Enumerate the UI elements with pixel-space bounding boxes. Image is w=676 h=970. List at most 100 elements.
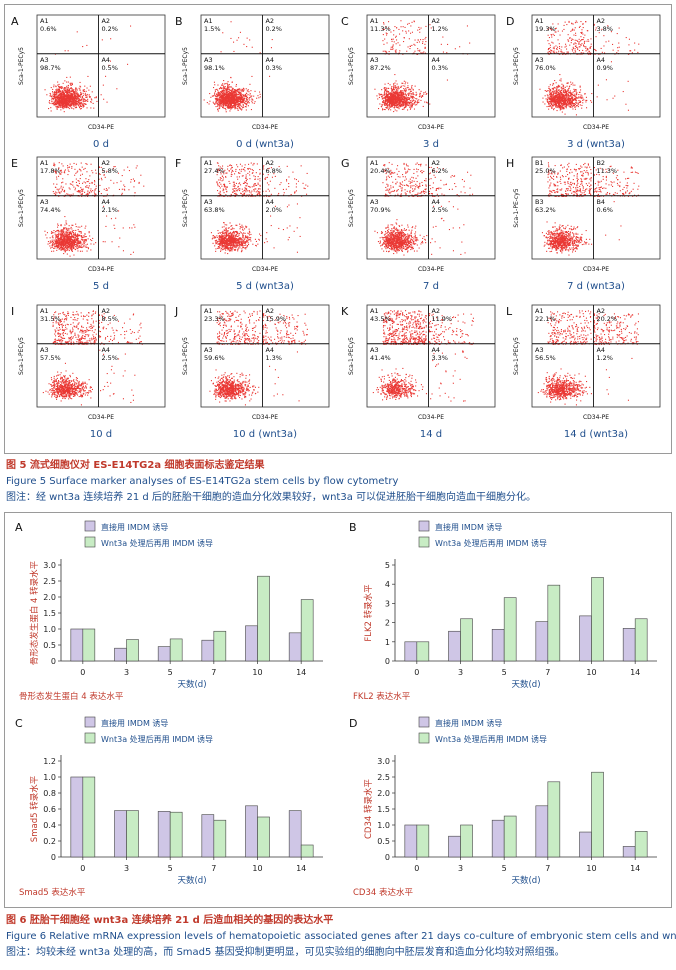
x-axis-label: 天数(d) xyxy=(511,679,540,690)
x-tick-label: 5 xyxy=(502,668,507,677)
quadrant-value-1: 23.3% xyxy=(204,315,225,323)
legend-swatch xyxy=(84,732,96,744)
bar-wnt3a xyxy=(460,618,473,662)
x-axis-label: CD34-PE xyxy=(252,414,278,421)
legend-label: Wnt3a 处理后再用 IMDM 诱导 xyxy=(101,734,213,744)
legend-label: 直接用 IMDM 诱导 xyxy=(435,522,502,532)
quadrant-value-1: 17.8% xyxy=(40,167,61,175)
bar-control xyxy=(535,805,549,858)
quadrant-name-4: A4 xyxy=(596,346,605,354)
quadrant-value-3: 63.8% xyxy=(204,206,225,214)
panel-label: 0 d xyxy=(93,139,109,150)
quadrant-name-4: A4 xyxy=(101,198,110,206)
quadrant-name-4: A4 xyxy=(431,56,440,64)
panel-letter: A xyxy=(11,15,19,28)
quadrant-value-3: 98.7% xyxy=(40,64,61,72)
quadrant-name-1: A1 xyxy=(204,159,213,167)
quadrant-value-4: 0.6% xyxy=(596,206,613,214)
panel-label: 7 d (wnt3a) xyxy=(567,281,625,292)
panel-label: 14 d xyxy=(420,429,442,440)
panel-label: 14 d (wnt3a) xyxy=(564,429,628,440)
x-tick-label: 5 xyxy=(502,864,507,873)
y-axis-label: Sca-1-PECy5 xyxy=(348,337,355,375)
panel-letter: C xyxy=(341,15,349,28)
legend-label: Wnt3a 处理后再用 IMDM 诱导 xyxy=(435,734,547,744)
x-tick-label: 7 xyxy=(545,864,550,873)
y-axis-label: Sca-1-PECy5 xyxy=(182,189,189,227)
bar-wnt3a xyxy=(634,618,648,662)
bar-control xyxy=(535,621,549,662)
bar-wnt3a xyxy=(416,824,430,858)
y-tick-label: 3 xyxy=(385,599,390,608)
quadrant-value-1: 27.4% xyxy=(204,167,225,175)
legend-label: 直接用 IMDM 诱导 xyxy=(101,718,168,728)
y-tick-label: 0.5 xyxy=(43,641,56,650)
quadrant-name-3: A3 xyxy=(40,56,49,64)
quadrant-value-4: 2.5% xyxy=(101,354,118,362)
quadrant-name-4: A4 xyxy=(265,56,274,64)
figure-5-note: 图注：经 wnt3a 连续培养 21 d 后的胚胎干细胞的造血分化效果较好，wn… xyxy=(6,492,536,503)
quadrant-name-2: A2 xyxy=(265,159,274,167)
quadrant-value-3: 87.2% xyxy=(370,64,391,72)
x-tick-label: 3 xyxy=(458,864,463,873)
x-tick-label: 10 xyxy=(586,668,596,677)
quadrant-name-2: A2 xyxy=(265,307,274,315)
quadrant-name-4: A4 xyxy=(265,346,274,354)
quadrant-value-2: 11.9% xyxy=(431,315,452,323)
panel-letter: I xyxy=(11,305,14,318)
panel-letter: K xyxy=(341,305,349,318)
figure-5-caption-en: Figure 5 Surface marker analyses of ES-E… xyxy=(6,476,399,487)
x-tick-label: 5 xyxy=(168,668,173,677)
bar-control xyxy=(491,819,505,858)
x-tick-label: 14 xyxy=(296,864,306,873)
chart-footer-label: Smad5 表达水平 xyxy=(19,887,86,898)
panel-label: 10 d xyxy=(90,429,112,440)
x-axis-label: CD34-PE xyxy=(252,266,278,273)
y-tick-label: 1.0 xyxy=(43,773,56,782)
y-axis-label: Sca-1-PECy5 xyxy=(513,47,520,85)
y-tick-label: 2.5 xyxy=(43,577,56,586)
quadrant-value-4: 2.5% xyxy=(431,206,448,214)
x-tick-label: 7 xyxy=(211,668,216,677)
figure-6-bar-charts: A 直接用 IMDM 诱导 Wnt3a 处理后再用 IMDM 诱导 0 0.5 1.0 1.… xyxy=(4,512,672,908)
quadrant-name-1: A1 xyxy=(535,307,544,315)
legend-swatch xyxy=(84,536,96,548)
y-tick-label: 1.0 xyxy=(43,625,56,634)
quadrant-name-2: A2 xyxy=(431,159,440,167)
quadrant-name-4: A4 xyxy=(596,56,605,64)
quadrant-value-3: 56.5% xyxy=(535,354,556,362)
panel-letter: L xyxy=(506,305,513,318)
event-dots xyxy=(210,162,309,255)
quadrant-value-3: 98.1% xyxy=(204,64,225,72)
legend-swatch xyxy=(84,520,96,532)
x-axis-label: 天数(d) xyxy=(177,679,206,690)
quadrant-value-2: 15.9% xyxy=(265,315,286,323)
bar-control xyxy=(201,639,215,662)
y-tick-label: 1.2 xyxy=(43,757,56,766)
x-axis-label: CD34-PE xyxy=(418,414,444,421)
x-axis-label: CD34-PE xyxy=(583,266,609,273)
chart-letter: D xyxy=(349,717,357,730)
x-tick-label: 10 xyxy=(252,864,262,873)
y-axis-label: Sca-1-PECy5 xyxy=(18,189,25,227)
y-axis-label: Sca-1-PECy5 xyxy=(348,189,355,227)
x-tick-label: 14 xyxy=(630,864,640,873)
figure-5-caption-cn: 图 5 流式细胞仪对 ES-E14TG2a 细胞表面标志鉴定结果 xyxy=(6,460,265,471)
x-axis-label: CD34-PE xyxy=(583,414,609,421)
quadrant-value-3: 74.4% xyxy=(40,206,61,214)
y-axis-label: Sca-1-PECy5 xyxy=(513,337,520,375)
quadrant-name-2: A2 xyxy=(596,307,605,315)
bar-wnt3a xyxy=(634,831,648,858)
x-tick-label: 7 xyxy=(211,864,216,873)
bar-control xyxy=(622,628,636,662)
quadrant-value-2: 1.2% xyxy=(431,25,448,33)
quadrant-name-2: A2 xyxy=(431,307,440,315)
y-tick-label: 0.2 xyxy=(43,837,56,846)
panel-label: 5 d xyxy=(93,281,109,292)
